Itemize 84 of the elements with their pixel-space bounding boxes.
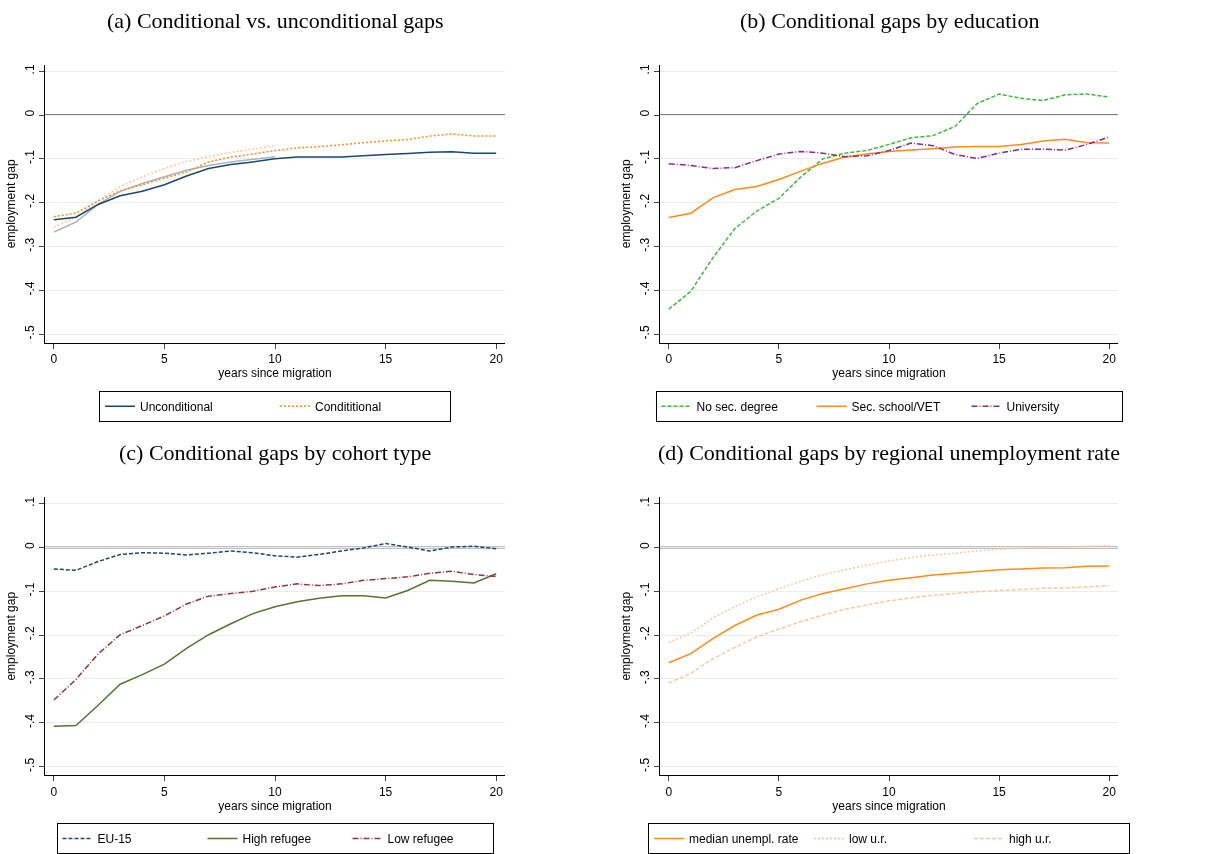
y-tick-label: -.4: [638, 713, 653, 729]
y-tick-label: -.5: [638, 757, 653, 772]
chart-title: (a) Conditional vs. unconditional gaps: [107, 8, 444, 33]
x-tick-label: 0: [665, 784, 673, 799]
x-tick-label: 5: [161, 352, 169, 367]
x-tick-label: 20: [489, 784, 504, 799]
x-tick-label: 20: [1102, 784, 1117, 799]
x-tick-label: 10: [882, 352, 896, 367]
y-tick-label: -.4: [23, 281, 38, 296]
line-series: [668, 138, 1110, 219]
x-axis-title: years since migration: [218, 366, 332, 381]
y-tick-label: 0: [23, 109, 38, 117]
y-tick-label: -.5: [638, 325, 653, 340]
y-tick-label: .1: [23, 496, 38, 507]
legend-label: Condititional: [315, 399, 382, 414]
line-series: [668, 93, 1110, 310]
y-tick-label: -.2: [638, 626, 653, 641]
line-series: [53, 570, 497, 701]
x-tick-label: 15: [992, 352, 1007, 367]
x-tick-label: 5: [161, 784, 169, 799]
y-tick-label: -.2: [23, 193, 38, 208]
legend-label: Sec. school/VET: [851, 399, 941, 414]
x-tick-label: 10: [268, 784, 282, 799]
y-tick-label: -.2: [638, 193, 653, 208]
y-tick-label: -.4: [638, 281, 653, 296]
x-tick-label: 0: [50, 352, 58, 367]
line-series: [53, 133, 497, 218]
legend-label: low u.r.: [849, 832, 888, 847]
y-tick-label: -.1: [23, 149, 38, 165]
legend-label: EU-15: [97, 832, 132, 847]
x-tick-label: 15: [378, 352, 393, 367]
legend-label: Low refugee: [387, 832, 454, 847]
x-axis-title: years since migration: [832, 366, 946, 381]
y-axis-title: employment gap: [619, 591, 634, 681]
x-tick-label: 0: [50, 784, 58, 799]
y-tick-label: 0: [638, 109, 653, 117]
line-series: [53, 144, 276, 228]
y-tick-label: -.5: [23, 757, 38, 772]
line-series: [53, 151, 497, 221]
y-tick-label: -.3: [638, 237, 653, 252]
legend-label: University: [1006, 399, 1060, 414]
y-tick-label: -.3: [638, 669, 653, 685]
legend-label: high u.r.: [1009, 832, 1052, 847]
y-tick-label: -.1: [638, 149, 653, 165]
legend-label: No sec. degree: [696, 399, 779, 414]
chart-title: (d) Conditional gaps by regional unemployment rate: [658, 440, 1120, 465]
y-tick-label: .1: [638, 64, 653, 75]
x-tick-label: 15: [992, 784, 1007, 799]
line-series: [668, 544, 1110, 644]
legend-label: median unempl. rate: [689, 832, 799, 847]
line-series: [668, 584, 1110, 684]
x-tick-label: 5: [775, 784, 783, 799]
y-tick-label: -.3: [23, 669, 38, 685]
x-tick-label: 10: [882, 784, 896, 799]
x-axis-title: years since migration: [832, 798, 946, 813]
line-series: [53, 542, 497, 572]
x-tick-label: 5: [775, 352, 783, 367]
y-tick-label: 0: [638, 542, 653, 550]
y-tick-label: -.1: [638, 582, 653, 597]
x-tick-label: 20: [489, 352, 504, 367]
x-tick-label: 0: [665, 352, 673, 367]
line-series: [668, 136, 1110, 170]
y-tick-label: -.1: [23, 582, 38, 597]
y-tick-label: -.2: [23, 626, 38, 641]
y-tick-label: -.4: [23, 713, 38, 729]
line-series: [668, 565, 1110, 664]
chart-title: (c) Conditional gaps by cohort type: [119, 440, 432, 465]
chart-title: (b) Conditional gaps by education: [740, 8, 1040, 33]
legend-label: High refugee: [242, 832, 312, 847]
y-axis-title: employment gap: [4, 591, 19, 681]
y-axis-title: employment gap: [4, 159, 19, 249]
x-tick-label: 20: [1102, 352, 1117, 367]
y-tick-label: .1: [23, 64, 38, 75]
y-tick-label: 0: [23, 542, 38, 550]
line-series: [53, 155, 276, 233]
y-axis-title: employment gap: [619, 159, 634, 249]
legend-label: Unconditional: [140, 399, 213, 414]
x-tick-label: 15: [378, 784, 393, 799]
y-tick-label: .1: [638, 496, 653, 507]
y-tick-label: -.5: [23, 325, 38, 340]
y-tick-label: -.3: [23, 237, 38, 252]
x-tick-label: 10: [268, 352, 282, 367]
x-axis-title: years since migration: [218, 798, 332, 813]
line-series: [53, 573, 497, 728]
